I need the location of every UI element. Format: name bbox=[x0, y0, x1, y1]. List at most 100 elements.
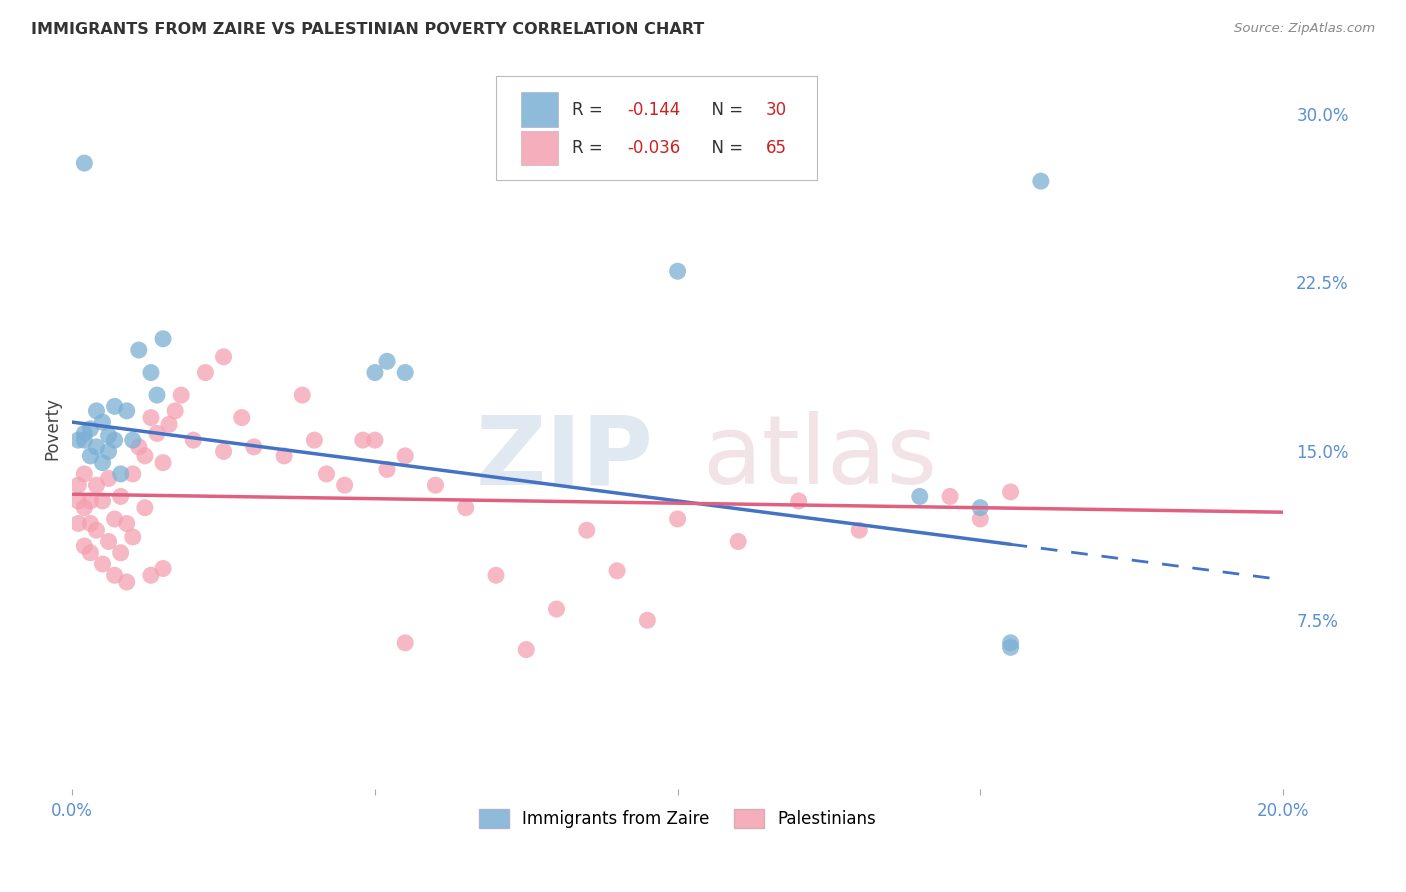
Point bbox=[291, 388, 314, 402]
Point bbox=[146, 388, 169, 402]
Point bbox=[79, 449, 101, 463]
Point bbox=[121, 530, 143, 544]
Point bbox=[79, 546, 101, 560]
Point bbox=[515, 642, 537, 657]
Point bbox=[139, 366, 162, 380]
Point bbox=[152, 332, 174, 346]
Point bbox=[375, 462, 398, 476]
Point bbox=[181, 433, 204, 447]
Point bbox=[636, 613, 658, 627]
Text: R =: R = bbox=[572, 101, 609, 119]
Point bbox=[91, 494, 114, 508]
Point bbox=[727, 534, 749, 549]
FancyBboxPatch shape bbox=[496, 76, 817, 180]
Point bbox=[128, 440, 150, 454]
Point bbox=[86, 440, 108, 454]
Point bbox=[315, 467, 337, 481]
Point bbox=[67, 516, 90, 531]
Point bbox=[97, 534, 120, 549]
Point bbox=[152, 561, 174, 575]
Point bbox=[425, 478, 447, 492]
Point bbox=[67, 433, 90, 447]
Point bbox=[146, 426, 169, 441]
Point bbox=[104, 400, 127, 414]
Text: atlas: atlas bbox=[702, 411, 936, 504]
Point bbox=[454, 500, 477, 515]
Point bbox=[394, 636, 416, 650]
Text: N =: N = bbox=[700, 139, 748, 157]
Point bbox=[157, 417, 180, 432]
Point bbox=[243, 440, 266, 454]
Point bbox=[375, 354, 398, 368]
Point bbox=[104, 512, 127, 526]
Point bbox=[170, 388, 193, 402]
Point bbox=[73, 500, 96, 515]
Point bbox=[787, 494, 810, 508]
Text: 65: 65 bbox=[766, 139, 787, 157]
Point bbox=[364, 366, 387, 380]
Point bbox=[86, 523, 108, 537]
Point bbox=[121, 467, 143, 481]
Point bbox=[134, 449, 156, 463]
Point bbox=[79, 422, 101, 436]
Point bbox=[394, 449, 416, 463]
Point bbox=[394, 366, 416, 380]
Text: N =: N = bbox=[700, 101, 748, 119]
Point bbox=[139, 568, 162, 582]
Point bbox=[97, 471, 120, 485]
Text: Source: ZipAtlas.com: Source: ZipAtlas.com bbox=[1234, 22, 1375, 36]
Text: 30: 30 bbox=[766, 101, 787, 119]
Point bbox=[121, 433, 143, 447]
Point bbox=[79, 516, 101, 531]
Point bbox=[91, 456, 114, 470]
Point bbox=[364, 433, 387, 447]
Point bbox=[73, 433, 96, 447]
Text: -0.036: -0.036 bbox=[627, 139, 681, 157]
Point bbox=[115, 404, 138, 418]
Point bbox=[666, 512, 689, 526]
Point bbox=[606, 564, 628, 578]
Point bbox=[152, 456, 174, 470]
Point bbox=[546, 602, 568, 616]
Point bbox=[231, 410, 253, 425]
Point bbox=[969, 500, 991, 515]
Point bbox=[110, 546, 132, 560]
Point bbox=[969, 512, 991, 526]
Point bbox=[73, 156, 96, 170]
Point bbox=[1029, 174, 1052, 188]
Text: R =: R = bbox=[572, 139, 609, 157]
FancyBboxPatch shape bbox=[522, 130, 558, 165]
Point bbox=[86, 404, 108, 418]
Point bbox=[575, 523, 598, 537]
Point bbox=[97, 444, 120, 458]
Point bbox=[73, 467, 96, 481]
Point bbox=[939, 490, 962, 504]
Point bbox=[352, 433, 374, 447]
Point bbox=[91, 415, 114, 429]
Point bbox=[79, 494, 101, 508]
Point bbox=[110, 467, 132, 481]
FancyBboxPatch shape bbox=[522, 92, 558, 127]
Point bbox=[666, 264, 689, 278]
Point bbox=[91, 557, 114, 571]
Point bbox=[104, 433, 127, 447]
Point bbox=[165, 404, 187, 418]
Point bbox=[485, 568, 508, 582]
Point bbox=[67, 478, 90, 492]
Point bbox=[128, 343, 150, 357]
Point bbox=[115, 516, 138, 531]
Point bbox=[73, 426, 96, 441]
Point bbox=[212, 350, 235, 364]
Text: IMMIGRANTS FROM ZAIRE VS PALESTINIAN POVERTY CORRELATION CHART: IMMIGRANTS FROM ZAIRE VS PALESTINIAN POV… bbox=[31, 22, 704, 37]
Point bbox=[333, 478, 356, 492]
Point bbox=[212, 444, 235, 458]
Point bbox=[848, 523, 870, 537]
Point bbox=[1000, 636, 1022, 650]
Point bbox=[139, 410, 162, 425]
Point bbox=[110, 490, 132, 504]
Point bbox=[104, 568, 127, 582]
Point bbox=[304, 433, 326, 447]
Point bbox=[115, 574, 138, 589]
Point bbox=[134, 500, 156, 515]
Text: -0.144: -0.144 bbox=[627, 101, 681, 119]
